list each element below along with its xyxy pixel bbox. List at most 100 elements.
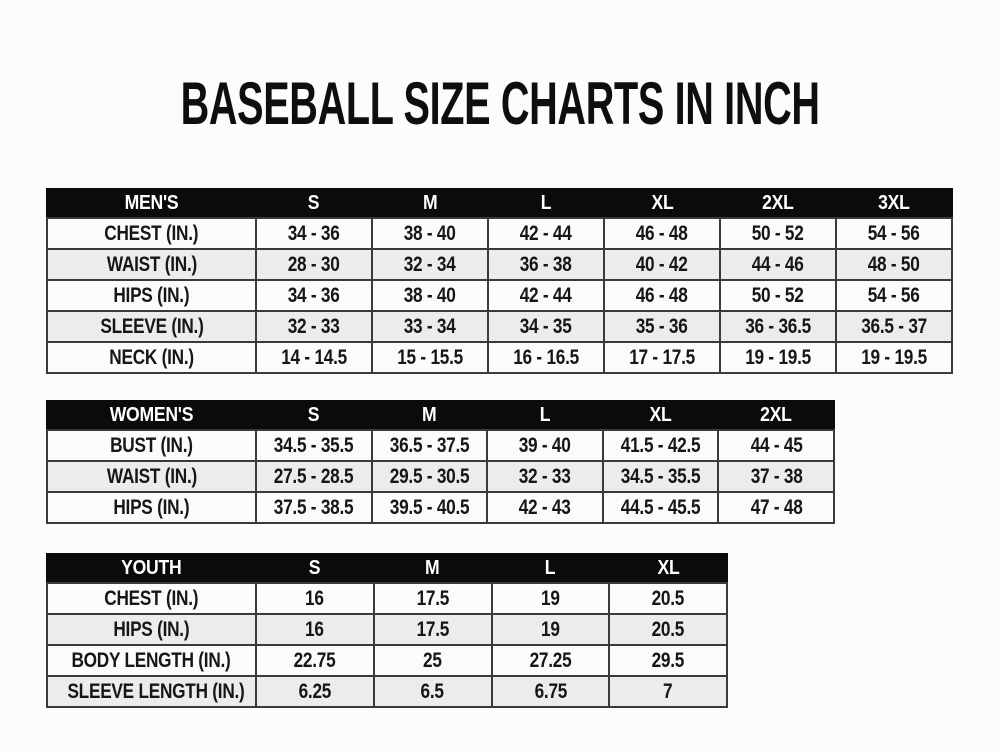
size-value-text: 32 - 34	[404, 252, 456, 276]
size-value-text: 16 - 16.5	[513, 345, 579, 369]
size-value: 40 - 42	[603, 248, 721, 281]
size-value-text: 36 - 36.5	[745, 314, 811, 338]
size-value-text: 37.5 - 38.5	[273, 495, 354, 519]
size-value: 27.5 - 28.5	[255, 460, 373, 493]
size-value: 37 - 38	[717, 460, 835, 493]
group-header: WOMEN'S	[46, 400, 257, 431]
column-header-text: 3XL	[878, 192, 910, 214]
size-value-text: 33 - 34	[404, 314, 456, 338]
size-value-text: 14 - 14.5	[281, 345, 347, 369]
size-value-text: 35 - 36	[636, 314, 688, 338]
column-header: 2XL	[719, 188, 837, 219]
row-label: HIPS (IN.)	[46, 613, 257, 646]
size-value-text: 36.5 - 37	[861, 314, 927, 338]
row-label-text: SLEEVE (IN.)	[99, 314, 204, 338]
table-row: BUST (IN.) 34.5 - 35.5 36.5 - 37.5 39 - 40 4…	[46, 429, 835, 462]
row-label: NECK (IN.)	[46, 341, 257, 374]
size-value-text: 48 - 50	[868, 252, 920, 276]
size-value: 36.5 - 37	[835, 310, 953, 343]
size-value: 44 - 46	[719, 248, 837, 281]
size-value-text: 46 - 48	[636, 221, 688, 245]
size-value: 35 - 36	[603, 310, 721, 343]
table-row: HIPS (IN.) 37.5 - 38.5 39.5 - 40.5 42 - 43 4…	[46, 491, 835, 524]
row-label: BUST (IN.)	[46, 429, 257, 462]
column-header-text: XL	[657, 557, 680, 579]
size-value: 47 - 48	[717, 491, 835, 524]
size-value-text: 29.5	[651, 648, 685, 672]
column-header-text: M	[422, 404, 437, 426]
size-value-text: 44.5 - 45.5	[620, 495, 701, 519]
size-value: 17.5	[372, 613, 493, 646]
size-value: 33 - 34	[371, 310, 489, 343]
column-header: M	[372, 553, 493, 584]
table-row: HIPS (IN.) 16 17.5 19 20.5	[46, 613, 728, 646]
size-value-text: 42 - 43	[519, 495, 571, 519]
size-value: 17.5	[372, 582, 493, 615]
size-value-text: 42 - 44	[520, 283, 572, 307]
size-value-text: 54 - 56	[868, 221, 920, 245]
table-row: CHEST (IN.) 16 17.5 19 20.5	[46, 582, 728, 615]
column-header: S	[255, 188, 373, 219]
row-label-text: HIPS (IN.)	[113, 617, 190, 641]
size-value-text: 6.25	[298, 679, 332, 703]
size-value: 16	[255, 613, 375, 646]
size-value-text: 34.5 - 35.5	[620, 464, 701, 488]
size-value: 19 - 19.5	[835, 341, 953, 374]
size-value: 42 - 44	[487, 279, 605, 312]
size-value-text: 29.5 - 30.5	[389, 464, 470, 488]
header-row: WOMEN'S S M L XL 2XL	[46, 400, 835, 431]
column-header: XL	[603, 188, 721, 219]
size-value: 42 - 43	[486, 491, 604, 524]
size-value-text: 34 - 36	[288, 221, 340, 245]
size-value-text: 19 - 19.5	[745, 345, 811, 369]
row-label: WAIST (IN.)	[46, 460, 257, 493]
size-value: 46 - 48	[603, 217, 721, 250]
size-value: 19	[490, 613, 611, 646]
column-header: L	[490, 553, 611, 584]
size-value: 28 - 30	[255, 248, 373, 281]
size-value: 15 - 15.5	[371, 341, 489, 374]
size-value-text: 32 - 33	[519, 464, 571, 488]
size-value: 20.5	[608, 582, 728, 615]
size-value: 54 - 56	[835, 279, 953, 312]
table-row: NECK (IN.) 14 - 14.5 15 - 15.5 16 - 16.5 17 …	[46, 341, 953, 374]
size-value: 16 - 16.5	[487, 341, 605, 374]
size-value-text: 38 - 40	[404, 221, 456, 245]
size-value: 17 - 17.5	[603, 341, 721, 374]
size-value-text: 39 - 40	[519, 433, 571, 457]
page-title: BASEBALL SIZE CHARTS IN INCH	[0, 74, 1000, 134]
row-label: HIPS (IN.)	[46, 279, 257, 312]
row-label-text: SLEEVE LENGTH (IN.)	[67, 679, 245, 703]
size-value-text: 15 - 15.5	[397, 345, 463, 369]
column-header-text: S	[308, 192, 320, 214]
size-value-text: 16	[305, 586, 325, 610]
size-value: 34.5 - 35.5	[601, 460, 720, 493]
size-value: 14 - 14.5	[255, 341, 373, 374]
size-value: 39 - 40	[486, 429, 604, 462]
size-value-text: 16	[305, 617, 325, 641]
size-value-text: 7	[663, 679, 673, 703]
column-header: XL	[608, 553, 728, 584]
size-value: 6.5	[372, 675, 493, 708]
size-value: 6.25	[255, 675, 375, 708]
size-value-text: 39.5 - 40.5	[389, 495, 470, 519]
size-value-text: 32 - 33	[288, 314, 340, 338]
group-header-text: MEN'S	[124, 192, 179, 214]
size-value: 38 - 40	[371, 217, 489, 250]
size-value: 50 - 52	[719, 279, 837, 312]
size-value-text: 50 - 52	[752, 283, 804, 307]
table-row: SLEEVE (IN.) 32 - 33 33 - 34 34 - 35 35 - 36…	[46, 310, 953, 343]
size-value: 20.5	[608, 613, 728, 646]
size-value: 22.75	[255, 644, 375, 677]
size-value-text: 20.5	[651, 586, 685, 610]
size-value: 36 - 36.5	[719, 310, 837, 343]
size-value-text: 44 - 45	[750, 433, 803, 457]
column-header-text: XL	[649, 404, 672, 426]
column-header: S	[255, 553, 375, 584]
size-value: 34.5 - 35.5	[255, 429, 373, 462]
size-value: 32 - 33	[255, 310, 373, 343]
size-value: 38 - 40	[371, 279, 489, 312]
size-value: 34 - 36	[255, 279, 373, 312]
size-value: 19 - 19.5	[719, 341, 837, 374]
size-value-text: 19	[541, 617, 560, 641]
